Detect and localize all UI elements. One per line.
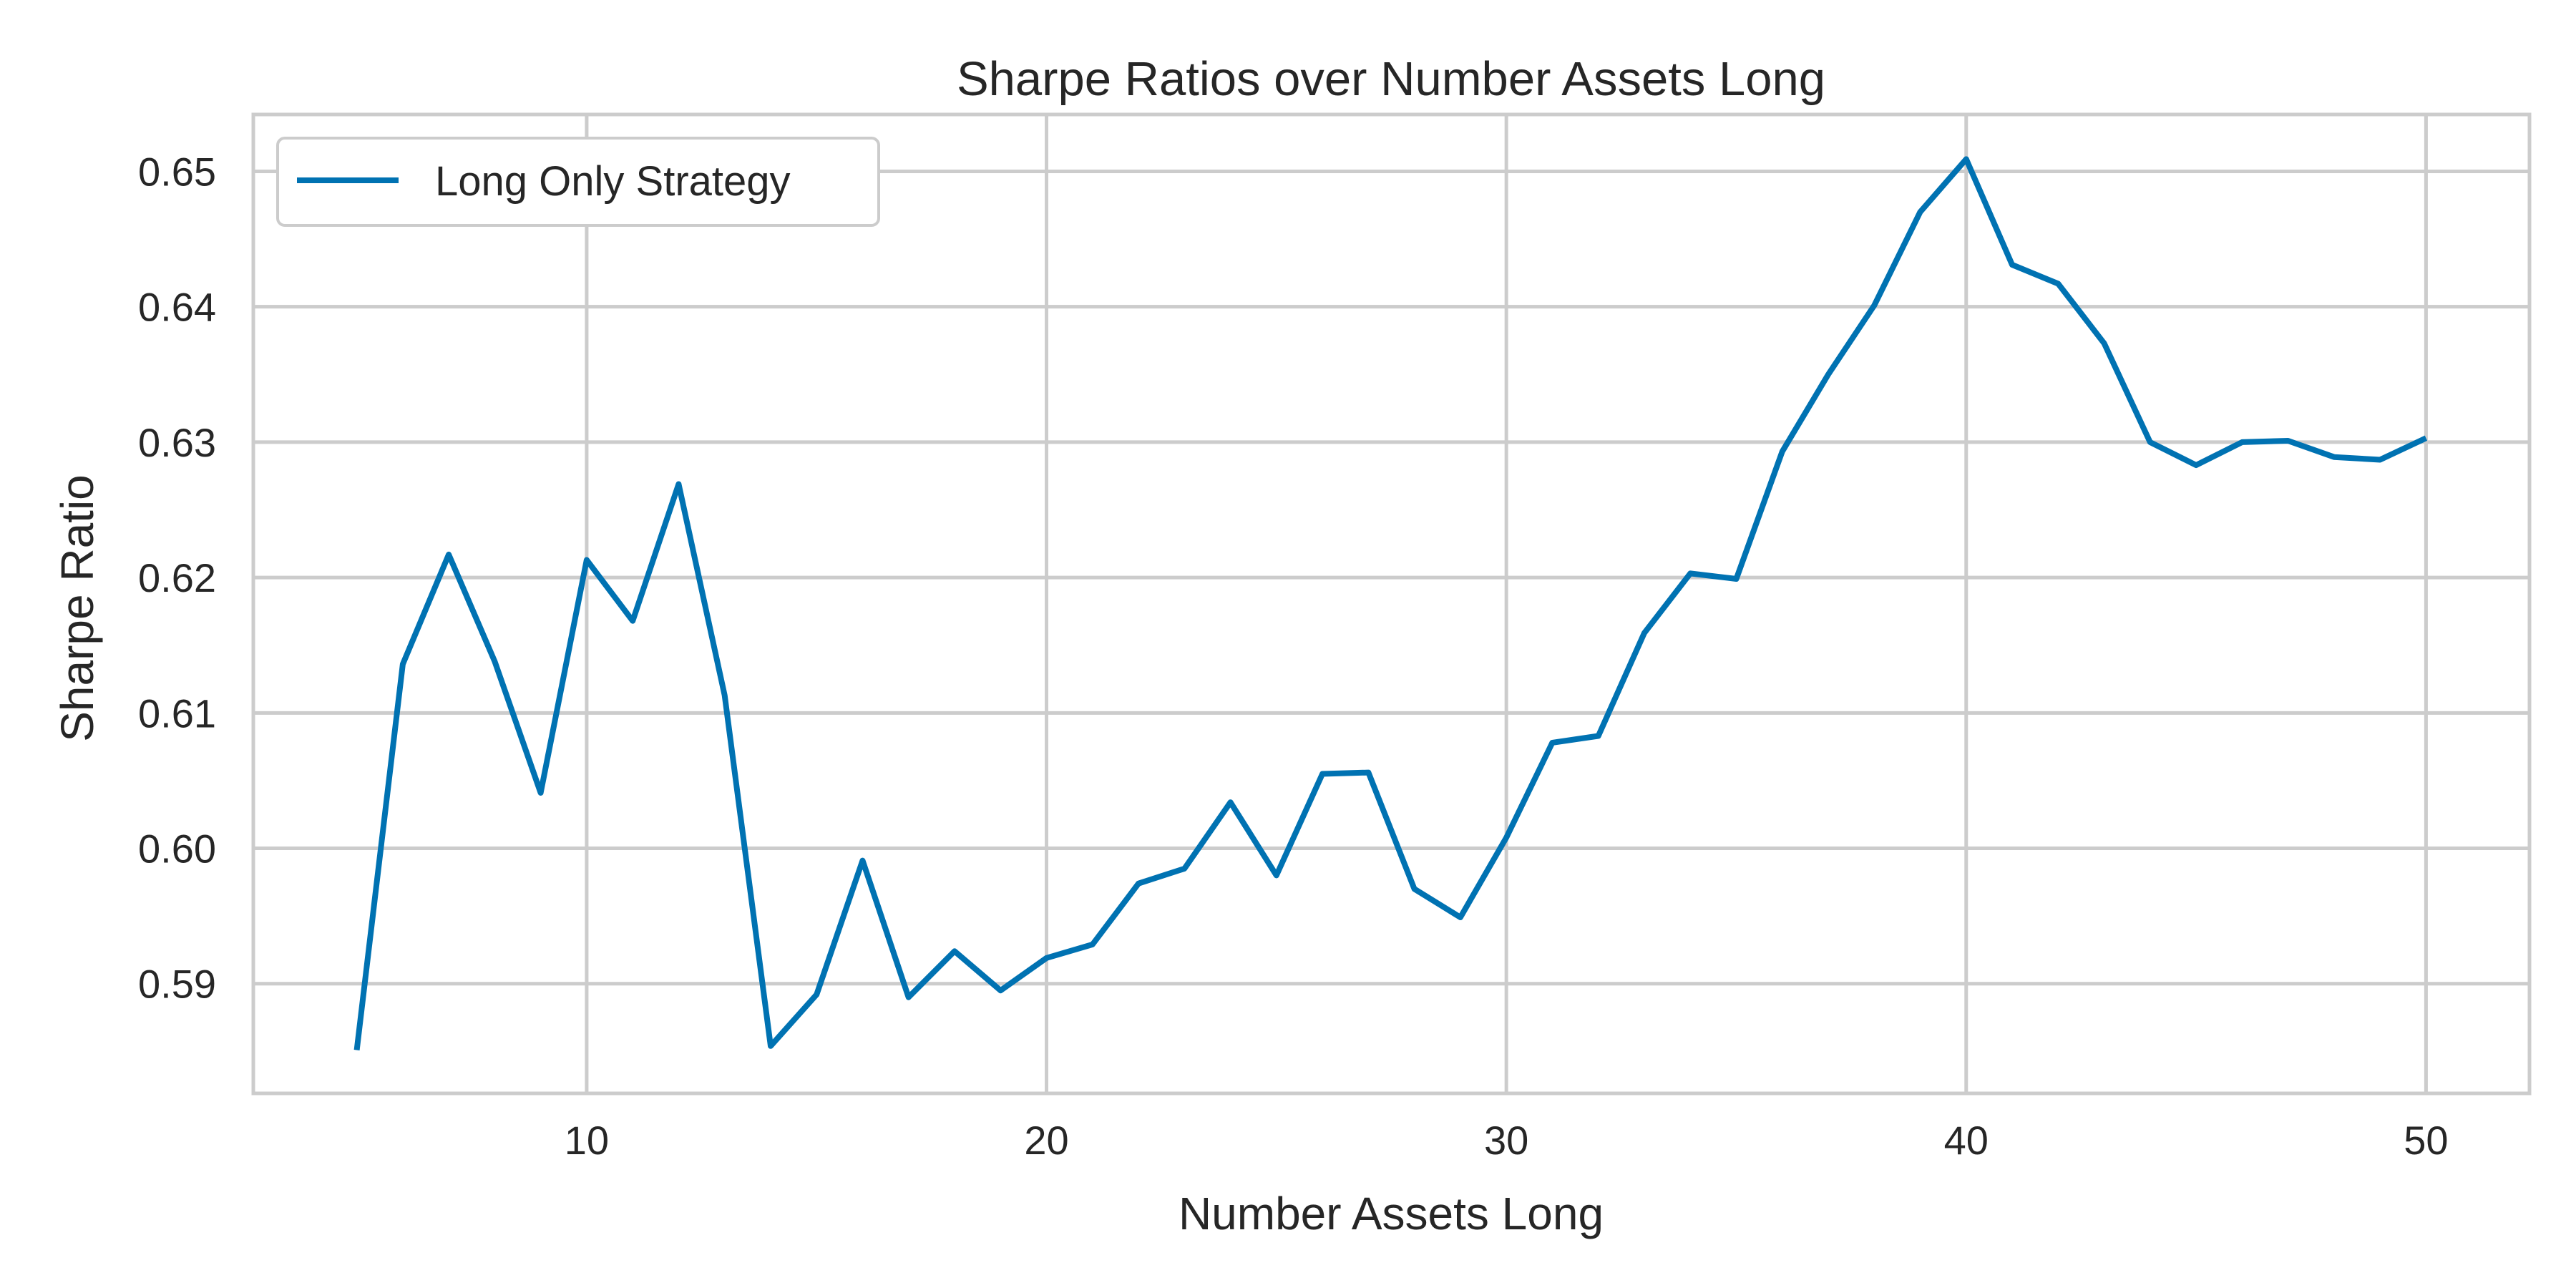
plot-frame [251,112,2532,1096]
x-tick-labels: 10 20 30 40 50 [565,1118,2449,1163]
y-tick-label: 0.61 [138,691,216,736]
y-tick-label: 0.65 [138,149,216,194]
y-tick-label: 0.60 [138,826,216,872]
chart-title: Sharpe Ratios over Number Assets Long [957,52,1825,106]
x-tick-label: 30 [1484,1118,1528,1163]
y-tick-label: 0.62 [138,555,216,600]
y-tick-label: 0.63 [138,420,216,465]
x-tick-label: 50 [2404,1118,2448,1163]
x-tick-label: 10 [565,1118,609,1163]
legend-box [276,137,880,227]
y-tick-label: 0.64 [138,285,216,330]
legend-label: Long Only Strategy [435,158,791,205]
y-tick-label: 0.59 [138,962,216,1007]
legend: Long Only Strategy [276,137,880,227]
y-tick-labels: 0.59 0.60 0.61 0.62 0.63 0.64 0.65 [138,149,216,1006]
y-axis-label: Sharpe Ratio [52,474,103,742]
x-tick-label: 40 [1944,1118,1989,1163]
series-layer [353,156,2428,1050]
x-axis-label: Number Assets Long [1179,1188,1604,1239]
series-line [353,156,2428,1050]
x-tick-label: 20 [1024,1118,1068,1163]
